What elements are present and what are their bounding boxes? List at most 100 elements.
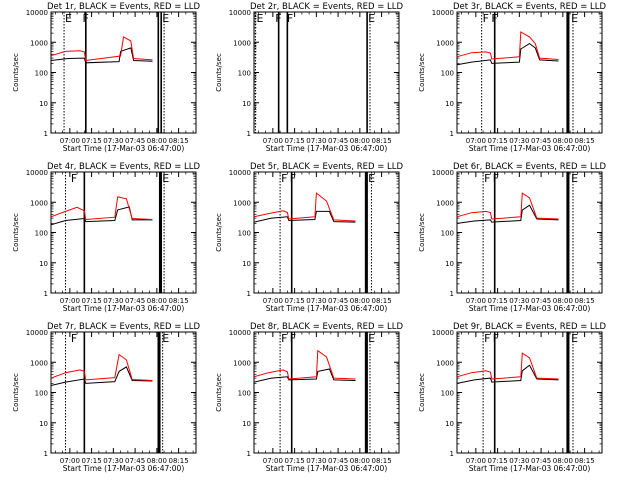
series-events-line xyxy=(50,366,153,386)
panel-1: Det 1r, BLACK = Events, RED = LLD 1 10 100 1… xyxy=(12,2,201,153)
y-tick-label: 10 xyxy=(242,420,251,428)
panel-7: Det 7r, BLACK = Events, RED = LLD 1 10 100 1… xyxy=(12,322,201,473)
panel-title: Det 3r, BLACK = Events, RED = LLD xyxy=(453,2,607,12)
x-tick-label: 08:00 xyxy=(350,297,370,305)
y-axis-label: Counts/sec xyxy=(215,213,223,252)
x-tick-label: 08:15 xyxy=(169,457,189,465)
panel-title: Det 4r, BLACK = Events, RED = LLD xyxy=(47,162,201,172)
x-tick-label: 07:15 xyxy=(285,297,305,305)
x-tick-label: 07:15 xyxy=(488,137,508,145)
y-tick-label: 1 xyxy=(247,130,251,138)
panel-title: Det 2r, BLACK = Events, RED = LLD xyxy=(250,2,404,12)
series-lld-line xyxy=(456,192,559,220)
x-tick-label: 07:30 xyxy=(306,297,326,305)
x-tick-label: 08:00 xyxy=(350,457,370,465)
x-tick-label: 07:30 xyxy=(103,457,123,465)
plot-frame xyxy=(253,171,400,294)
y-axis-label: Counts/sec xyxy=(12,213,20,252)
series-events-line xyxy=(456,42,559,66)
plot-frame xyxy=(456,331,603,454)
series-events-line xyxy=(50,206,153,226)
flag-label: F xyxy=(290,332,296,345)
y-tick-label: 100 xyxy=(238,70,251,78)
series-events-line xyxy=(50,47,153,64)
plot-frame xyxy=(456,11,603,134)
y-tick-label: 10 xyxy=(39,260,48,268)
x-axis-label: Start Time (17-Mar-03 06:47:00) xyxy=(469,304,591,313)
x-tick-label: 07:45 xyxy=(328,297,348,305)
x-tick-label: 07:45 xyxy=(531,297,551,305)
x-axis-label: Start Time (17-Mar-03 06:47:00) xyxy=(63,464,185,473)
y-tick-label: 10 xyxy=(39,100,48,108)
y-tick-label: 1 xyxy=(247,450,251,458)
y-tick-label: 1 xyxy=(44,450,48,458)
x-axis-label: Start Time (17-Mar-03 06:47:00) xyxy=(266,464,388,473)
x-axis-label: Start Time (17-Mar-03 06:47:00) xyxy=(266,144,388,153)
x-tick-label: 07:15 xyxy=(82,457,102,465)
series-lld-line xyxy=(50,196,153,221)
y-tick-label: 1000 xyxy=(436,199,454,207)
y-tick-label: 10000 xyxy=(432,169,454,177)
y-axis-label: Counts/sec xyxy=(215,373,223,412)
x-tick-label: 07:00 xyxy=(263,457,283,465)
y-tick-label: 1000 xyxy=(30,359,48,367)
y-tick-label: 10 xyxy=(242,100,251,108)
y-tick-label: 10000 xyxy=(229,169,251,177)
y-tick-label: 10000 xyxy=(229,9,251,17)
x-tick-label: 08:00 xyxy=(147,457,167,465)
y-tick-label: 1000 xyxy=(233,39,251,47)
series-events-line xyxy=(253,210,356,223)
y-tick-label: 10 xyxy=(242,260,251,268)
flag-label: E xyxy=(368,332,375,345)
flag-label: F xyxy=(71,332,77,345)
y-axis-label: Counts/sec xyxy=(215,53,223,92)
x-tick-label: 07:15 xyxy=(82,137,102,145)
x-axis-label: Start Time (17-Mar-03 06:47:00) xyxy=(63,144,185,153)
x-tick-label: 07:15 xyxy=(285,457,305,465)
y-tick-label: 1000 xyxy=(30,199,48,207)
flag-label: E xyxy=(65,12,72,25)
flag-label: F xyxy=(493,172,499,185)
y-tick-label: 100 xyxy=(35,230,48,238)
y-tick-label: 10 xyxy=(445,260,454,268)
panel-title: Det 6r, BLACK = Events, RED = LLD xyxy=(453,162,607,172)
x-tick-label: 08:00 xyxy=(147,297,167,305)
flag-label: F xyxy=(493,332,499,345)
x-tick-label: 08:15 xyxy=(372,297,392,305)
flag-label: F xyxy=(484,332,490,345)
series-events-line xyxy=(253,368,356,383)
x-tick-label: 07:00 xyxy=(263,137,283,145)
x-tick-label: 07:30 xyxy=(509,137,529,145)
x-tick-label: 07:00 xyxy=(466,137,486,145)
y-tick-label: 100 xyxy=(35,390,48,398)
x-tick-label: 07:30 xyxy=(509,457,529,465)
plot-frame xyxy=(253,11,400,134)
series-lld-line xyxy=(456,31,559,60)
x-axis-label: Start Time (17-Mar-03 06:47:00) xyxy=(469,144,591,153)
y-tick-label: 1000 xyxy=(436,359,454,367)
flag-label: E xyxy=(571,172,578,185)
series-lld-line xyxy=(253,192,356,222)
series-lld-line xyxy=(50,353,153,381)
x-axis-label: Start Time (17-Mar-03 06:47:00) xyxy=(266,304,388,313)
y-tick-label: 10000 xyxy=(432,329,454,337)
y-tick-label: 10 xyxy=(445,100,454,108)
x-tick-label: 07:00 xyxy=(60,137,80,145)
series-lld-line xyxy=(253,349,356,380)
flag-label: F xyxy=(281,172,287,185)
x-tick-label: 07:00 xyxy=(263,297,283,305)
y-tick-label: 100 xyxy=(441,390,454,398)
x-tick-label: 07:00 xyxy=(466,457,486,465)
x-tick-label: 07:45 xyxy=(125,137,145,145)
x-tick-label: 07:45 xyxy=(328,137,348,145)
flag-label: F xyxy=(281,332,287,345)
y-tick-label: 10000 xyxy=(26,9,48,17)
x-tick-label: 08:00 xyxy=(553,457,573,465)
x-tick-label: 07:15 xyxy=(488,457,508,465)
y-tick-label: 10000 xyxy=(432,9,454,17)
panel-8: Det 8r, BLACK = Events, RED = LLD 1 10 100 1… xyxy=(215,322,404,473)
plot-frame xyxy=(50,171,197,294)
panel-title: Det 1r, BLACK = Events, RED = LLD xyxy=(47,2,201,12)
x-tick-label: 07:30 xyxy=(509,297,529,305)
